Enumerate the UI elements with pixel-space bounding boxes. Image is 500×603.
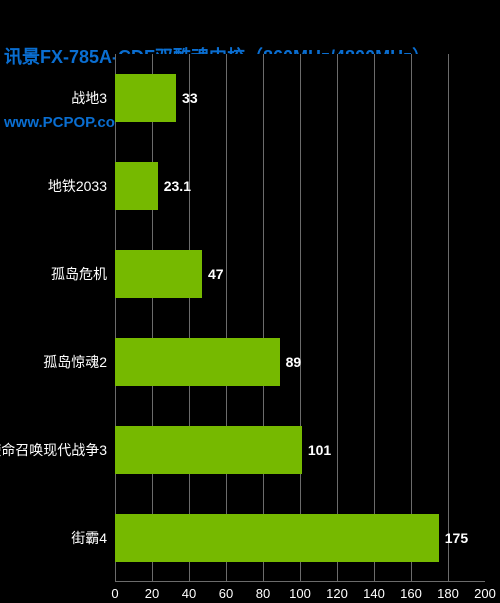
- value-label: 175: [439, 530, 468, 546]
- value-label: 23.1: [158, 178, 191, 194]
- x-tick-label: 0: [111, 582, 118, 601]
- category-label: 地铁2033: [48, 176, 115, 196]
- benchmark-chart: 讯景FX-785A-CDF双酷魂中校（860MHz/4800MHz） www.P…: [0, 0, 500, 603]
- x-tick-label: 120: [326, 582, 348, 601]
- bar-row: 使命召唤现代战争3101: [115, 426, 485, 474]
- bar-row: 街霸4175: [115, 514, 485, 562]
- value-label: 47: [202, 266, 224, 282]
- bar: [115, 514, 439, 562]
- x-tick-label: 200: [474, 582, 496, 601]
- value-label: 33: [176, 90, 198, 106]
- category-label: 街霸4: [71, 528, 115, 548]
- bar-row: 孤岛危机47: [115, 250, 485, 298]
- bar-row: 孤岛惊魂289: [115, 338, 485, 386]
- x-tick-label: 60: [219, 582, 233, 601]
- bar-row: 地铁203323.1: [115, 162, 485, 210]
- category-label: 孤岛危机: [51, 264, 115, 284]
- x-tick-label: 40: [182, 582, 196, 601]
- value-label: 101: [302, 442, 331, 458]
- bar: [115, 162, 158, 210]
- x-tick-label: 80: [256, 582, 270, 601]
- category-label: 孤岛惊魂2: [43, 352, 115, 372]
- bar-row: 战地333: [115, 74, 485, 122]
- category-label: 战地3: [71, 88, 115, 108]
- plot-area: 020406080100120140160180200战地333地铁203323…: [115, 54, 485, 582]
- bar: [115, 338, 280, 386]
- x-tick-label: 180: [437, 582, 459, 601]
- value-label: 89: [280, 354, 302, 370]
- bar: [115, 426, 302, 474]
- bar: [115, 74, 176, 122]
- x-tick-label: 140: [363, 582, 385, 601]
- x-tick-label: 160: [400, 582, 422, 601]
- x-tick-label: 100: [289, 582, 311, 601]
- x-tick-label: 20: [145, 582, 159, 601]
- category-label: 使命召唤现代战争3: [0, 440, 115, 460]
- bar: [115, 250, 202, 298]
- grid: [115, 54, 485, 582]
